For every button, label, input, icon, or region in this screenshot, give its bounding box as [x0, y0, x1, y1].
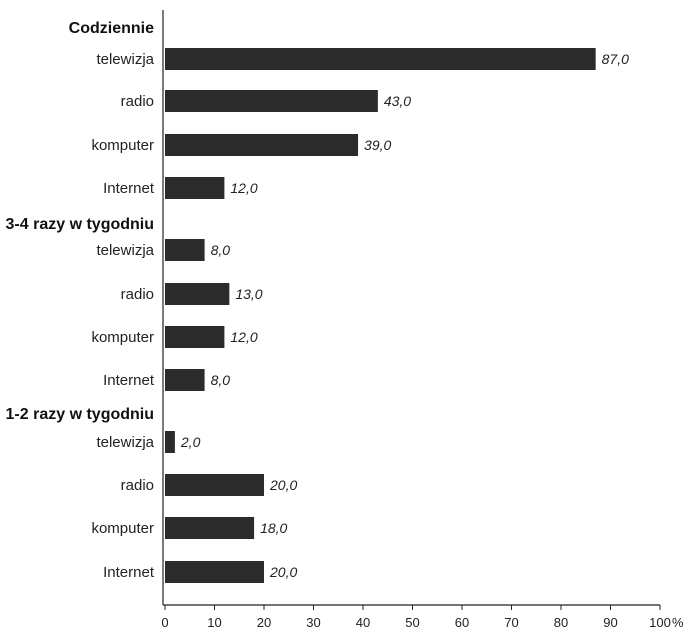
x-tick-label: 10 — [207, 615, 221, 630]
category-label: Internet — [103, 180, 155, 197]
value-label: 87,0 — [602, 51, 629, 67]
category-label: komputer — [91, 520, 154, 537]
x-tick-label: 50 — [405, 615, 419, 630]
x-unit-label: % — [672, 615, 684, 630]
bar — [165, 90, 378, 112]
group-label: 3-4 razy w tygodniu — [6, 216, 154, 233]
bar — [165, 48, 596, 70]
bar — [165, 326, 225, 348]
category-label: telewizja — [96, 51, 154, 68]
bar — [165, 239, 205, 261]
category-label: Internet — [103, 564, 155, 581]
x-tick-label: 0 — [161, 615, 168, 630]
category-label: komputer — [91, 137, 154, 154]
category-label: telewizja — [96, 434, 154, 451]
value-label: 12,0 — [230, 329, 257, 345]
value-label: 8,0 — [211, 242, 231, 258]
x-tick-label: 40 — [356, 615, 370, 630]
x-tick-label: 30 — [306, 615, 320, 630]
x-tick-label: 60 — [455, 615, 469, 630]
x-tick-label: 70 — [504, 615, 518, 630]
bars-layer — [165, 48, 596, 583]
bar — [165, 369, 205, 391]
x-tick-label: 20 — [257, 615, 271, 630]
value-label: 12,0 — [230, 180, 257, 196]
axes-layer: 0 10 20 30 40 50 60 70 80 90 100% — [161, 10, 684, 630]
category-label: radio — [121, 477, 154, 494]
category-label: radio — [121, 286, 154, 303]
x-tick-label: 80 — [554, 615, 568, 630]
bar — [165, 561, 264, 583]
group-label: 1-2 razy w tygodniu — [6, 406, 154, 423]
value-label: 20,0 — [269, 477, 297, 493]
category-label: komputer — [91, 329, 154, 346]
x-tick-label: 100 — [649, 615, 671, 630]
bar — [165, 474, 264, 496]
category-label: telewizja — [96, 242, 154, 259]
bar — [165, 283, 230, 305]
group-label: Codziennie — [69, 20, 154, 37]
value-label: 18,0 — [260, 520, 287, 536]
value-label: 13,0 — [235, 286, 262, 302]
bar — [165, 134, 359, 156]
value-label: 43,0 — [384, 93, 411, 109]
category-label: radio — [121, 93, 154, 110]
bar — [165, 177, 225, 199]
labels-layer: Codziennie telewizja 87,0 radio 43,0 komputer… — [6, 20, 630, 581]
bar — [165, 431, 175, 453]
value-label: 2,0 — [180, 434, 201, 450]
value-label: 39,0 — [364, 137, 391, 153]
value-label: 8,0 — [211, 372, 231, 388]
category-label: Internet — [103, 372, 155, 389]
value-label: 20,0 — [269, 564, 297, 580]
bar — [165, 517, 255, 539]
x-tick-label: 90 — [603, 615, 617, 630]
